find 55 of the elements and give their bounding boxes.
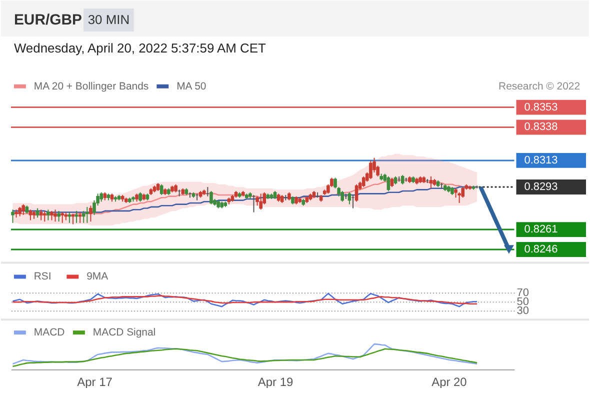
candlestick xyxy=(210,190,213,205)
legend-label: RSI xyxy=(34,272,52,283)
candlestick xyxy=(369,160,372,180)
candlestick xyxy=(340,190,344,202)
candlestick xyxy=(454,188,458,198)
candlestick xyxy=(18,206,22,217)
ref-line-label: 0.8353 xyxy=(524,101,558,114)
candlestick xyxy=(386,176,390,192)
candlestick xyxy=(46,209,50,221)
candlestick xyxy=(429,176,433,189)
ref-line-label: 0.8246 xyxy=(524,243,558,256)
candlestick xyxy=(138,192,142,202)
x-tick-label: Apr 20 xyxy=(432,374,468,389)
chart-title: EUR/GBP xyxy=(14,12,82,29)
candlestick xyxy=(390,177,394,188)
candlestick xyxy=(71,213,75,225)
candlestick xyxy=(68,212,72,224)
ref-line-label: 0.8313 xyxy=(524,154,558,166)
ref-line-label: 0.8293 xyxy=(524,181,558,194)
x-tick-label: Apr 17 xyxy=(77,374,113,389)
candlestick xyxy=(28,209,32,221)
candlestick xyxy=(42,210,46,222)
legend-label: MACD Signal xyxy=(92,328,156,339)
candlestick xyxy=(256,196,259,206)
candlestick xyxy=(54,209,57,222)
ref-line-label: 0.8338 xyxy=(524,121,558,134)
legend-label: MACD xyxy=(34,328,66,339)
candlestick xyxy=(57,210,60,222)
candlestick xyxy=(82,210,86,224)
candlestick xyxy=(160,184,164,196)
legend-label: 9MA xyxy=(86,272,108,283)
candlestick xyxy=(89,205,92,222)
candlestick xyxy=(354,184,358,202)
ref-line-label: 0.8261 xyxy=(524,224,558,236)
legend-label: MA 50 xyxy=(176,81,206,92)
chart-subtitle: Wednesday, April 20, 2022 5:37:59 AM CET xyxy=(14,40,266,56)
y-tick-label: 30 xyxy=(516,305,529,318)
x-tick-label: Apr 19 xyxy=(258,374,294,389)
candlestick xyxy=(86,206,89,224)
candlestick xyxy=(259,193,262,210)
candlestick xyxy=(458,192,461,204)
candlestick xyxy=(362,176,366,188)
candlestick xyxy=(60,212,64,224)
candlestick xyxy=(400,174,404,185)
legend-label: MA 20 + Bollinger Bands xyxy=(34,81,149,92)
candlestick xyxy=(78,212,82,224)
text: 30 MIN xyxy=(88,12,130,28)
candlestick xyxy=(22,204,26,216)
candlestick xyxy=(36,208,40,218)
candlestick xyxy=(100,192,103,202)
candlestick xyxy=(50,210,54,221)
text: Research © 2022 xyxy=(498,81,580,92)
candlestick xyxy=(39,209,43,221)
candlestick xyxy=(11,209,14,224)
candlestick xyxy=(74,210,78,224)
